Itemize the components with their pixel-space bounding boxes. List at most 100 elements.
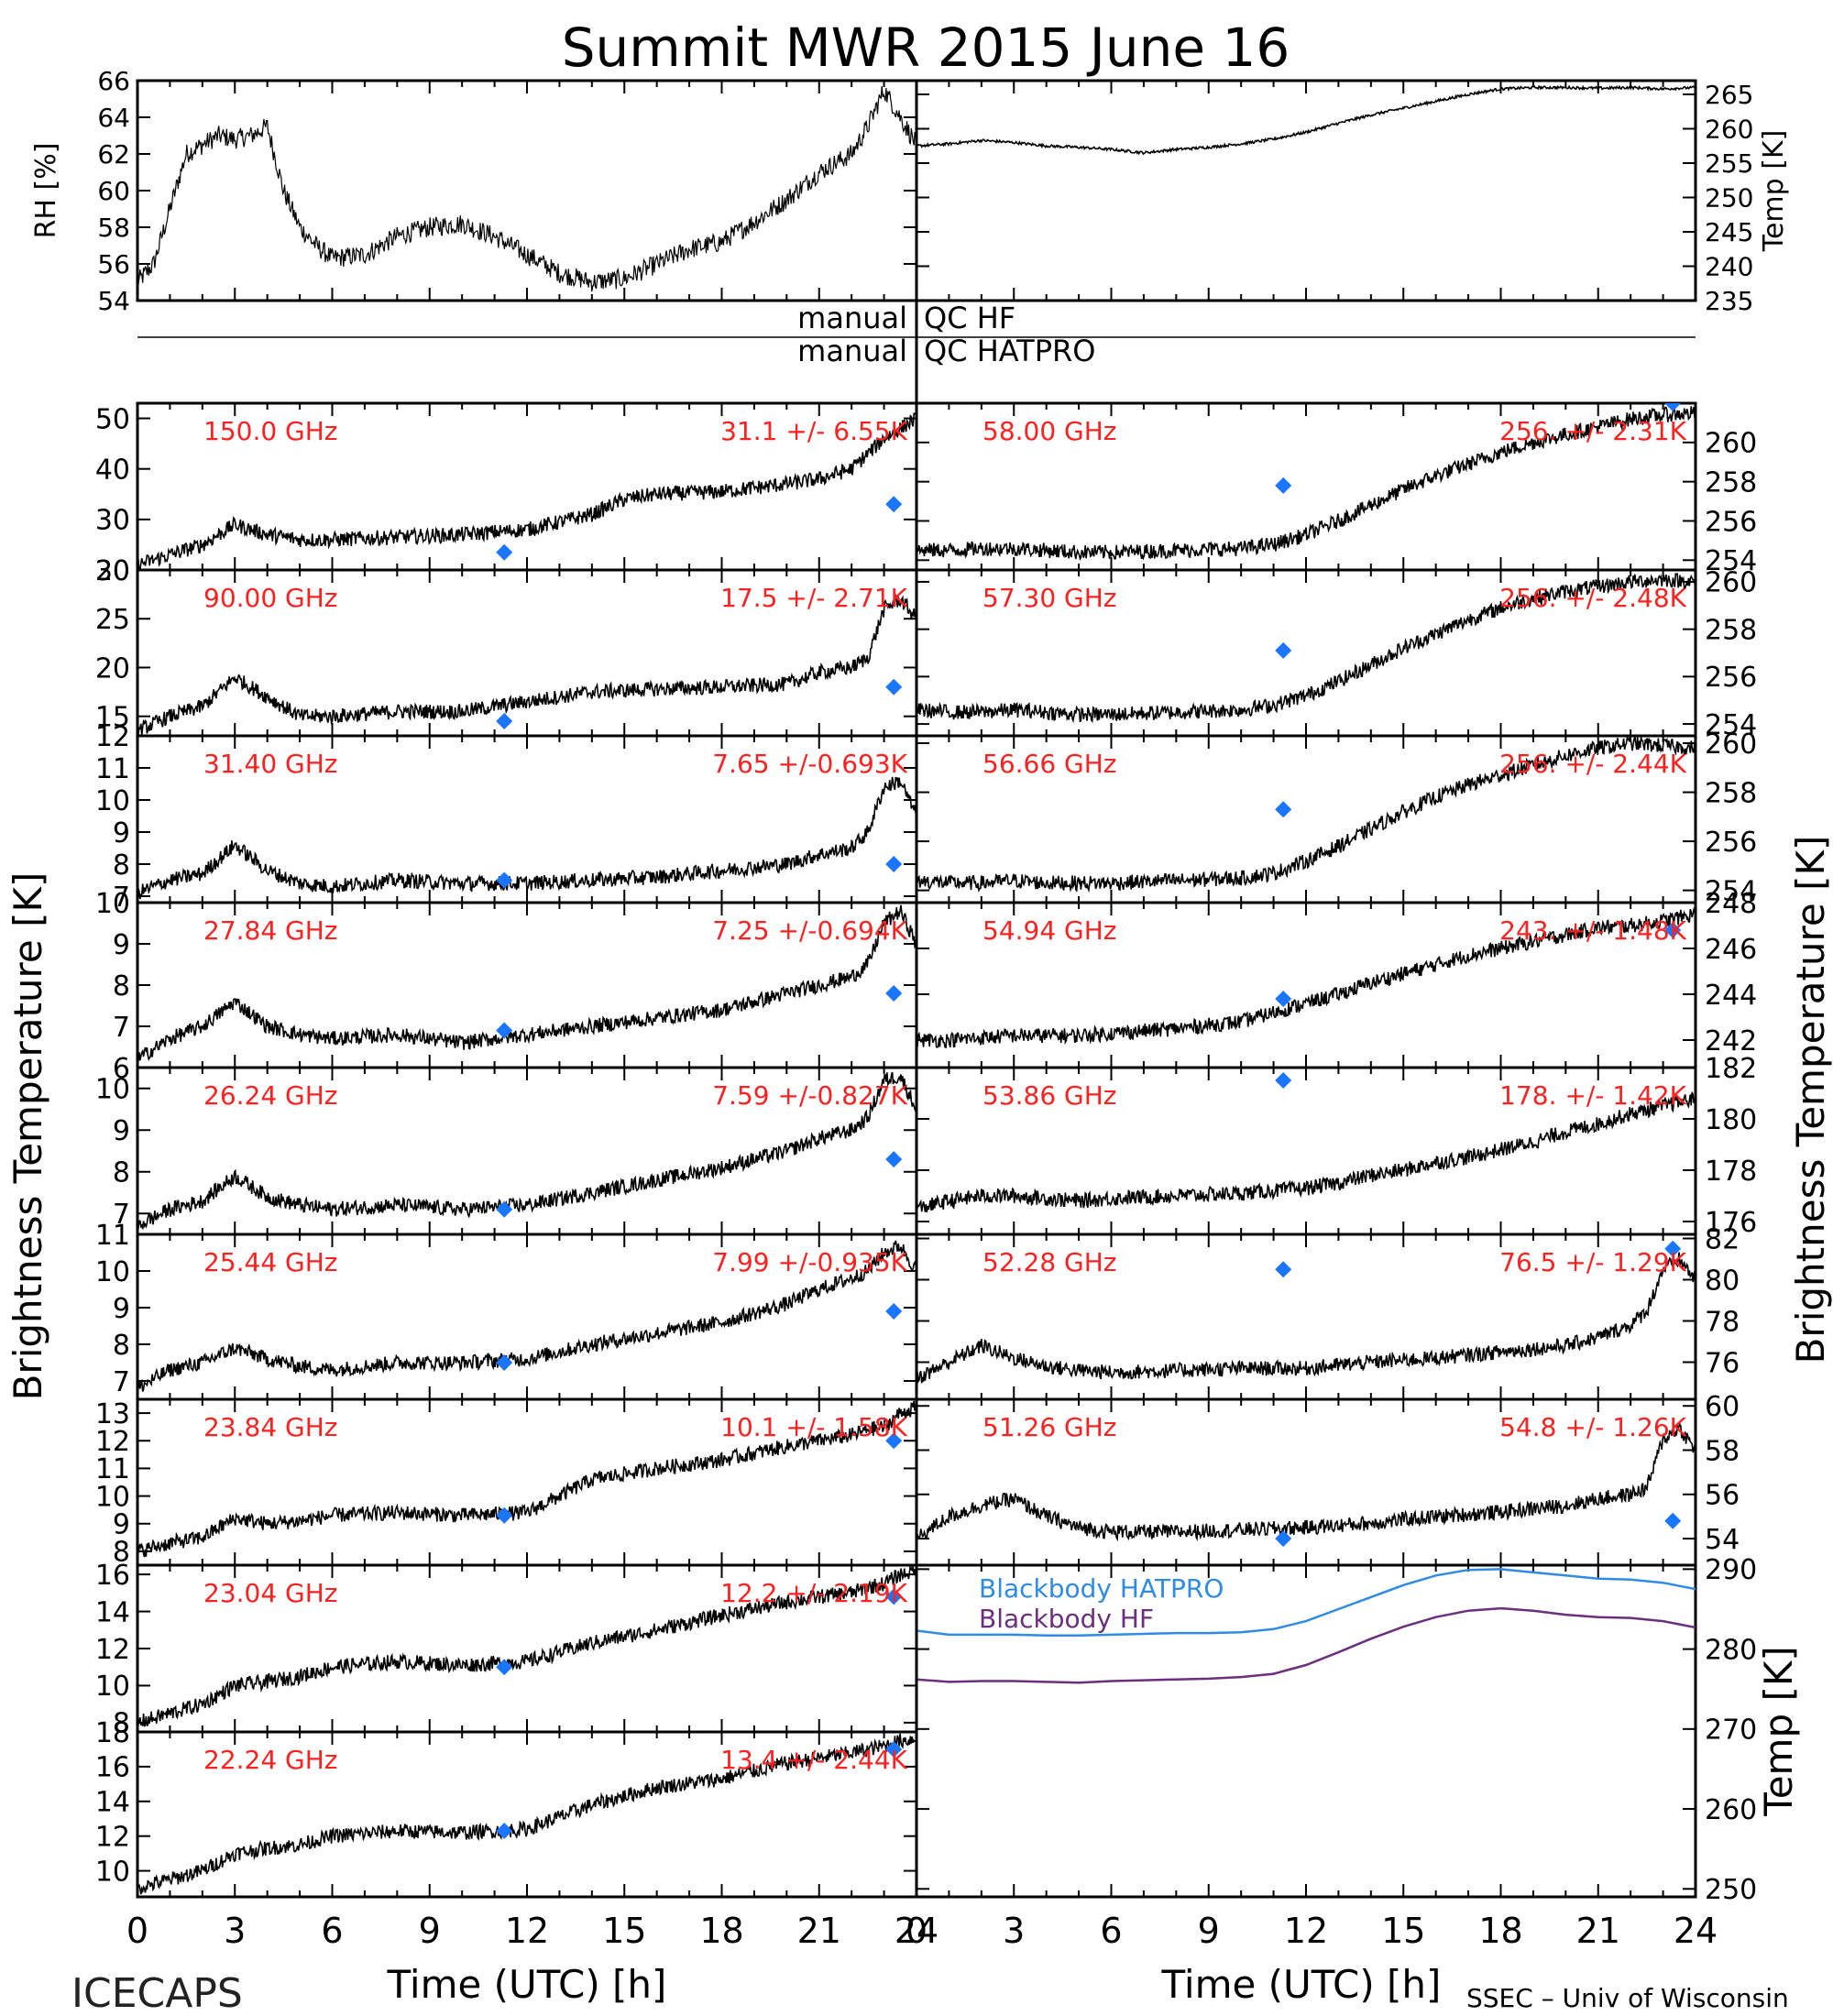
series-line-0 xyxy=(916,1568,1696,1638)
sounding-marker xyxy=(496,1354,513,1371)
y-tick-label: 254 xyxy=(1705,709,1757,741)
panel-blackbody: 250 260 270 280 290 Temp [K] 0 3 6 9 12 15 18 21 24 Bla… xyxy=(906,1554,1801,1951)
x-tick-label: 6 xyxy=(321,1911,343,1951)
y-tick-label: 78 xyxy=(1705,1306,1740,1338)
data-trace xyxy=(137,776,916,900)
y-tick-label: 58 xyxy=(97,213,130,243)
data-trace xyxy=(137,86,916,292)
y-tick-label: 248 xyxy=(1705,888,1757,920)
y-tick-label: 254 xyxy=(1705,875,1757,907)
y-tick-label: 10 xyxy=(95,1481,130,1513)
channel-label: 31.40 GHz xyxy=(203,749,338,779)
data-trace xyxy=(916,1091,1696,1212)
xlabel-right: Time (UTC) [h] xyxy=(1161,1962,1442,2007)
y-tick-label: 20 xyxy=(95,555,130,587)
panel-ch51_26: 54 56 58 60 51.26 GHz 54.8 +/- 1.26K xyxy=(915,1391,1740,1567)
x-tick-label: 21 xyxy=(797,1911,841,1951)
sounding-marker xyxy=(496,1659,513,1676)
channel-stat: 17.5 +/- 2.71K xyxy=(720,583,907,613)
panel-ch26: 7 8 9 10 26.24 GHz 7.59 +/-0.827K xyxy=(95,1066,918,1236)
data-trace xyxy=(137,1733,916,1895)
data-trace xyxy=(137,904,916,1062)
y-tick-label: 290 xyxy=(1705,1554,1757,1586)
y-tick-label: 56 xyxy=(97,249,130,279)
y-tick-label: 9 xyxy=(113,1115,130,1147)
sounding-marker xyxy=(885,1588,903,1605)
y-tick-label: 260 xyxy=(1705,729,1757,761)
y-tick-label: 20 xyxy=(95,652,130,685)
y-tick-label: 64 xyxy=(97,103,130,133)
y-tick-label: 10 xyxy=(95,1074,130,1106)
channel-stat: 31.1 +/- 6.55K xyxy=(720,416,907,446)
sounding-marker xyxy=(496,543,513,561)
y-tick-label: 15 xyxy=(95,702,130,734)
channel-stat: 7.99 +/-0.935K xyxy=(712,1247,907,1277)
y-tick-label: 250 xyxy=(1705,1874,1757,1906)
y-tick-label: 244 xyxy=(1705,980,1757,1012)
data-trace xyxy=(137,593,916,736)
y-axis-label: Temp [K] xyxy=(1756,1646,1801,1817)
y-tick-label: 54 xyxy=(1705,1524,1740,1556)
x-tick-label: 15 xyxy=(602,1911,646,1951)
x-tick-label: 9 xyxy=(419,1911,441,1951)
channel-label: 52.28 GHz xyxy=(982,1247,1117,1277)
channel-stat: 7.65 +/-0.693K xyxy=(712,749,907,779)
footer-right: SSEC – Univ of Wisconsin xyxy=(1466,1983,1789,2013)
y-tick-label: 280 xyxy=(1705,1634,1757,1666)
channel-stat: 10.1 +/- 1.58K xyxy=(720,1412,907,1442)
sounding-marker xyxy=(1275,641,1292,659)
sounding-marker xyxy=(496,1507,513,1524)
y-tick-label: 180 xyxy=(1705,1104,1757,1136)
x-tick-label: 0 xyxy=(126,1911,148,1951)
sounding-marker xyxy=(1664,1240,1682,1257)
sounding-marker xyxy=(885,1303,903,1320)
channel-stat: 54.8 +/- 1.26K xyxy=(1499,1412,1686,1442)
y-tick-label: 260 xyxy=(1705,1794,1757,1826)
data-trace xyxy=(137,411,916,570)
y-tick-label: 8 xyxy=(113,1537,130,1569)
panel-frame xyxy=(915,79,1697,302)
y-tick-label: 182 xyxy=(1705,1053,1757,1085)
y-axis-label: Temp [K] xyxy=(1758,130,1790,253)
channel-label: 23.84 GHz xyxy=(203,1412,338,1442)
sounding-marker xyxy=(1664,1512,1682,1529)
sounding-marker xyxy=(1275,1072,1292,1089)
y-tick-label: 245 xyxy=(1705,217,1753,247)
qc-hatpro-left: manual xyxy=(797,334,907,368)
channel-label: 54.94 GHz xyxy=(982,915,1117,946)
y-tick-label: 25 xyxy=(95,604,130,636)
x-tick-label: 12 xyxy=(505,1911,549,1951)
panel-ch23_04: 8 10 12 14 16 23.04 GHz 12.2 +/- 2.19K xyxy=(95,1560,918,1740)
sounding-marker xyxy=(496,1823,513,1839)
y-tick-label: 58 xyxy=(1705,1435,1740,1467)
channel-label: 51.26 GHz xyxy=(982,1412,1117,1442)
y-tick-label: 8 xyxy=(113,849,130,882)
y-tick-label: 242 xyxy=(1705,1025,1757,1057)
channel-stat: 12.2 +/- 2.19K xyxy=(720,1578,907,1608)
y-tick-label: 256 xyxy=(1705,662,1757,694)
y-tick-label: 10 xyxy=(95,1856,130,1888)
panel-ch58: 254 256 258 260 58.00 GHz 256. +/- 2.31K xyxy=(915,401,1757,577)
channel-label: 56.66 GHz xyxy=(982,749,1117,779)
y-tick-label: 16 xyxy=(95,1560,130,1592)
qc-hf-right: QC HF xyxy=(924,301,1015,335)
y-tick-label: 18 xyxy=(95,1717,130,1749)
y-tick-label: 250 xyxy=(1705,183,1753,214)
y-tick-label: 7 xyxy=(113,1012,130,1044)
sounding-marker xyxy=(496,1200,513,1218)
y-tick-label: 13 xyxy=(95,1398,130,1430)
y-tick-label: 8 xyxy=(113,970,130,1003)
y-tick-label: 246 xyxy=(1705,934,1757,966)
x-tick-label: 6 xyxy=(1100,1911,1122,1951)
x-tick-label: 12 xyxy=(1284,1911,1328,1951)
y-tick-label: 8 xyxy=(113,1330,130,1362)
y-tick-label: 76 xyxy=(1705,1347,1740,1379)
y-tick-label: 12 xyxy=(95,721,130,753)
data-trace xyxy=(916,84,1696,156)
y-tick-label: 56 xyxy=(1705,1480,1740,1512)
y-tick-label: 6 xyxy=(113,1053,130,1085)
channel-label: 23.04 GHz xyxy=(203,1578,338,1608)
panel-ch25: 7 8 9 10 11 25.44 GHz 7.99 +/-0.935K xyxy=(95,1220,918,1401)
